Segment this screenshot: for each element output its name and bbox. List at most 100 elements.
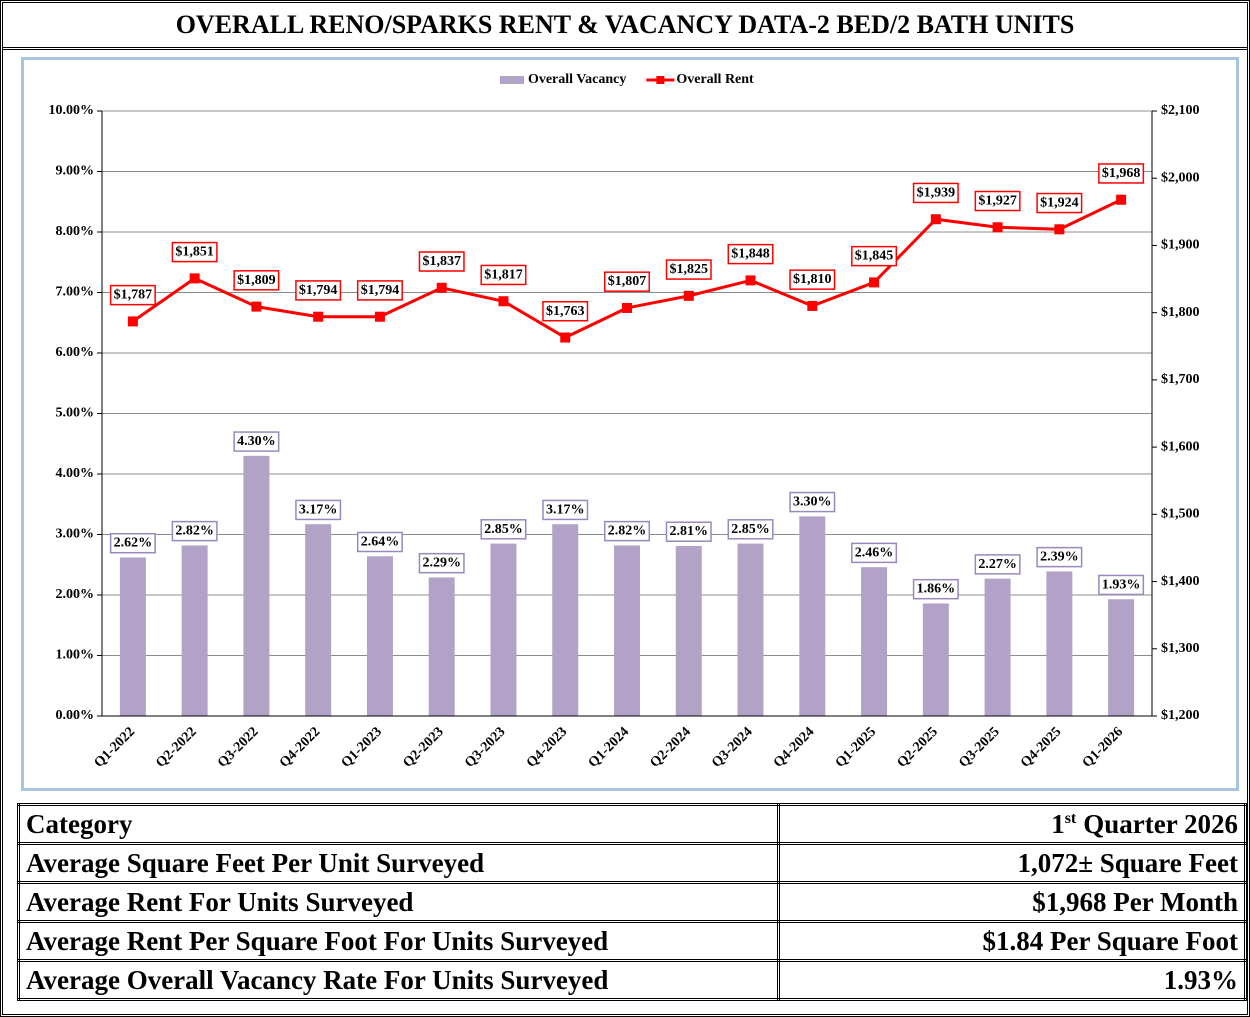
data-label-box xyxy=(418,251,465,272)
y-tick-label: 10.00% xyxy=(49,103,95,118)
bar xyxy=(861,567,888,716)
data-label-box xyxy=(542,301,589,322)
y2-tick-label: $1,200 xyxy=(1161,708,1200,723)
y-tick-label: 3.00% xyxy=(56,527,95,542)
data-label: $1,851 xyxy=(175,245,214,260)
legend-swatch xyxy=(499,76,524,84)
cell: $1,968 Per Month xyxy=(777,881,1247,923)
data-label-box xyxy=(1036,546,1083,568)
data-label: 1.86% xyxy=(917,582,956,597)
marker xyxy=(930,214,941,225)
x-tick-label: Q4-2025 xyxy=(1018,724,1064,770)
data-label: $1,845 xyxy=(855,249,894,264)
chart-frame: 0.00% 1.00% 2.00% 3.00% 4.00% 5.00% 6.00% 7.00%… xyxy=(21,57,1239,791)
data-label-box xyxy=(418,552,465,574)
x-tick-label: Q4-2024 xyxy=(771,724,817,770)
x-tick-label: Q2-2024 xyxy=(648,724,694,770)
data-label-box xyxy=(171,241,218,263)
marker xyxy=(436,282,447,293)
table-header: Category 1st Quarter 2026 xyxy=(17,803,1247,845)
marker xyxy=(189,273,200,284)
x-tick-label: Q1-2025 xyxy=(833,724,879,770)
data-label: $1,763 xyxy=(546,304,585,319)
data-label: 1.93% xyxy=(1102,577,1141,592)
marker xyxy=(622,302,632,313)
data-label-box xyxy=(480,264,527,286)
x-tick-label: Q1-2022 xyxy=(92,724,138,770)
header-cell: Category xyxy=(17,803,780,845)
x-tick-label: Q1-2024 xyxy=(586,724,632,770)
y-tick-label: 6.00% xyxy=(56,345,95,360)
x-tick-label: Q1-2023 xyxy=(339,724,385,770)
data-label: 3.30% xyxy=(793,495,832,510)
marker xyxy=(251,301,262,312)
data-label-box xyxy=(1098,163,1145,184)
data-label: 2.64% xyxy=(361,534,400,549)
data-label-box xyxy=(727,243,774,265)
data-label-box xyxy=(109,284,156,306)
data-label: 3.17% xyxy=(299,502,338,517)
cell: Average Overall Vacancy Rate For Units S… xyxy=(17,959,780,1001)
y-tick-label: 9.00% xyxy=(56,164,95,179)
legend-label: Overall Rent xyxy=(676,72,754,87)
data-label-box xyxy=(295,280,342,301)
data-label-box xyxy=(356,531,403,553)
marker xyxy=(560,332,571,343)
x-tick-label: Q3-2023 xyxy=(462,724,508,770)
x-tick-label: Q4-2023 xyxy=(524,724,570,770)
data-label-box xyxy=(1098,574,1145,596)
cell: $1.84 Per Square Foot xyxy=(777,920,1247,962)
data-label: 2.82% xyxy=(175,524,214,539)
data-label-box xyxy=(356,280,403,301)
table-row: Average Overall Vacancy Rate For Units S… xyxy=(17,959,1247,1001)
bar xyxy=(181,545,208,716)
data-label: 2.27% xyxy=(978,557,1017,572)
marker xyxy=(127,316,138,327)
y-tick-label: 7.00% xyxy=(56,285,95,300)
marker xyxy=(313,311,324,322)
data-label: $1,794 xyxy=(299,283,338,298)
marker xyxy=(1116,194,1127,205)
bar xyxy=(366,556,393,716)
x-tick-label: Q3-2024 xyxy=(709,724,755,770)
x-tick-label: Q2-2023 xyxy=(400,724,446,770)
cell: 1.93% xyxy=(777,959,1247,1001)
data-label: $1,927 xyxy=(978,194,1017,209)
data-label-box xyxy=(974,554,1021,575)
cell: Average Rent Per Square Foot For Units S… xyxy=(17,920,780,962)
y2-tick-label: $1,500 xyxy=(1161,507,1200,522)
data-label-box xyxy=(1036,192,1083,214)
bar xyxy=(737,543,764,716)
x-tick-label: Q2-2025 xyxy=(895,724,941,770)
data-label: $1,807 xyxy=(608,274,647,289)
data-label-box xyxy=(604,271,650,292)
data-label: 2.39% xyxy=(1040,550,1079,565)
data-label: $1,837 xyxy=(422,254,461,269)
bar xyxy=(984,578,1011,716)
y-tick-label: 5.00% xyxy=(56,406,95,421)
x-tick-label: Q3-2025 xyxy=(956,724,1002,770)
data-label-box xyxy=(109,532,156,554)
table-row: Average Rent Per Square Foot For Units S… xyxy=(17,920,1247,962)
data-label: 2.62% xyxy=(114,536,153,551)
data-label-box xyxy=(851,542,898,564)
y2-tick-label: $1,700 xyxy=(1161,372,1200,387)
data-label-box xyxy=(912,182,959,204)
cell: Average Square Feet Per Unit Surveyed xyxy=(17,842,780,884)
marker xyxy=(498,296,509,307)
data-label-box xyxy=(851,245,898,267)
marker xyxy=(1054,224,1065,235)
bar xyxy=(614,545,640,716)
data-label: $1,794 xyxy=(361,283,400,298)
x-tick-label: Q3-2022 xyxy=(215,724,261,770)
data-label-box xyxy=(233,431,280,452)
data-label: 2.46% xyxy=(855,545,894,560)
data-label: 2.82% xyxy=(608,524,647,539)
y-tick-label: 2.00% xyxy=(56,587,95,602)
data-label: 3.17% xyxy=(546,502,585,517)
table-row: Average Square Feet Per Unit Surveyed 1,0… xyxy=(17,842,1247,884)
data-label: $1,810 xyxy=(793,272,832,287)
data-label-box xyxy=(974,190,1021,212)
marker xyxy=(869,277,880,288)
x-tick-label: Q1-2026 xyxy=(1080,724,1126,770)
